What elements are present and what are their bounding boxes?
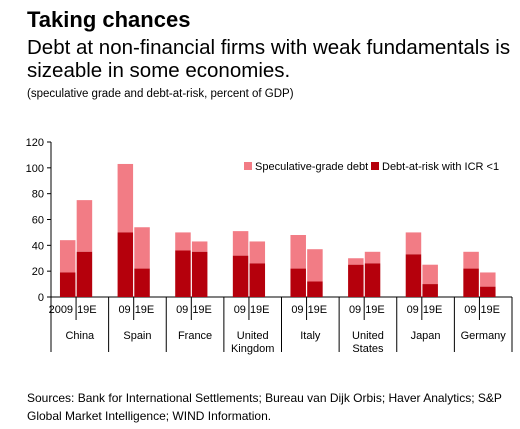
bar-debt-at-risk [249, 263, 266, 297]
chart-axes [47, 141, 513, 352]
legend-swatch [244, 162, 252, 170]
bar-speculative-grade-debt [463, 251, 479, 269]
x-group-label: United Kingdom [231, 330, 274, 355]
x-group-label: China [65, 330, 95, 342]
x-year-label: 09 [176, 304, 188, 316]
y-tick-label: 0 [38, 292, 44, 304]
x-year-label: 19E [250, 304, 270, 316]
bar-speculative-grade-debt [59, 240, 76, 273]
y-tick-label: 120 [26, 137, 44, 149]
x-year-label: 19E [192, 304, 212, 316]
chart-labels: 0 20 40 60 80 100 120 2009 19E China 09 19E Spain 09 1… [26, 137, 507, 355]
bar-debt-at-risk [348, 264, 364, 297]
bar-speculative-grade-debt [290, 235, 306, 269]
chart-title: Taking chances [27, 7, 191, 32]
y-tick-label: 40 [32, 240, 44, 252]
chart-legend: Speculative-grade debt Debt-at-risk with … [244, 161, 499, 173]
bar-debt-at-risk [117, 232, 134, 297]
x-group-label: Italy [300, 330, 321, 342]
y-tick-label: 80 [32, 189, 44, 201]
y-tick-label: 100 [26, 163, 44, 175]
x-year-label: 19E [308, 304, 328, 316]
bar-debt-at-risk [134, 268, 150, 297]
bar-debt-at-risk [175, 250, 191, 297]
bar-speculative-grade-debt [232, 231, 249, 256]
bar-debt-at-risk [422, 284, 438, 297]
bar-speculative-grade-debt [175, 232, 191, 251]
legend-label: Speculative-grade debt [255, 161, 368, 173]
y-tick-label: 20 [32, 266, 44, 278]
x-group-label: Japan [411, 330, 441, 342]
bar-speculative-grade-debt [76, 200, 93, 252]
bar-debt-at-risk [364, 263, 381, 297]
chart-bars [59, 163, 496, 297]
chart-units-note: (speculative grade and debt-at-risk, per… [27, 88, 294, 100]
bar-speculative-grade-debt [134, 227, 150, 269]
bar-speculative-grade-debt [422, 264, 438, 285]
x-year-label: 09 [349, 304, 361, 316]
bar-debt-at-risk [76, 251, 93, 297]
x-year-label: 09 [118, 304, 130, 316]
x-year-label: 19E [77, 304, 97, 316]
bar-speculative-grade-debt [364, 251, 381, 264]
bar-speculative-grade-debt [307, 249, 323, 282]
x-group-label: United States [352, 330, 384, 355]
bar-speculative-grade-debt [117, 163, 134, 233]
bar-speculative-grade-debt [191, 241, 208, 252]
bar-speculative-grade-debt [480, 272, 496, 287]
x-group-label: Germany [461, 330, 507, 342]
x-year-label: 09 [291, 304, 303, 316]
x-year-label: 09 [464, 304, 476, 316]
bar-debt-at-risk [480, 286, 496, 297]
chart-subtitle: Debt at non-financial firms with weak fu… [27, 36, 511, 82]
x-group-label: Spain [123, 330, 151, 342]
legend-label: Debt-at-risk with ICR <1 [382, 161, 499, 173]
x-year-label: 2009 [49, 304, 73, 316]
x-year-label: 19E [423, 304, 443, 316]
x-year-label: 09 [234, 304, 246, 316]
x-year-label: 09 [407, 304, 419, 316]
y-tick-label: 60 [32, 215, 44, 227]
chart-source: Sources: Bank for International Settleme… [27, 391, 502, 423]
x-year-label: 19E [365, 304, 385, 316]
bar-speculative-grade-debt [348, 258, 364, 265]
bar-debt-at-risk [307, 281, 323, 297]
bar-debt-at-risk [232, 255, 249, 297]
bar-debt-at-risk [405, 254, 422, 297]
x-year-label: 19E [135, 304, 155, 316]
x-group-label: France [178, 330, 212, 342]
bar-debt-at-risk [290, 268, 306, 297]
bar-speculative-grade-debt [249, 241, 266, 264]
x-year-label: 19E [480, 304, 500, 316]
bar-debt-at-risk [59, 272, 76, 297]
legend-swatch [371, 162, 379, 170]
bar-speculative-grade-debt [405, 232, 422, 255]
bar-debt-at-risk [463, 268, 479, 297]
bar-debt-at-risk [191, 251, 208, 297]
